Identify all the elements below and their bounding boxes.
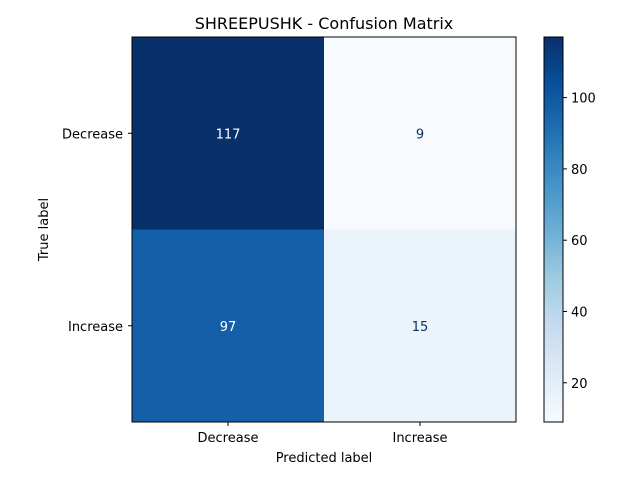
heatmap-cells: 117 9 97 15	[132, 37, 516, 422]
y-axis-label: True label	[37, 198, 52, 262]
chart-title: SHREEPUSHK - Confusion Matrix	[195, 14, 454, 33]
colorbar-tick-label: 80	[571, 163, 588, 178]
heatmap-cell	[324, 229, 516, 422]
colorbar-ticks: 20 40 60 80 100	[563, 92, 596, 392]
colorbar-tick-label: 40	[571, 305, 588, 320]
cell-value-label: 97	[220, 320, 237, 335]
heatmap-cell	[132, 229, 324, 422]
heatmap-cell	[324, 37, 516, 230]
colorbar-tick-label: 60	[571, 234, 588, 249]
heatmap-cell	[132, 37, 324, 230]
colorbar	[543, 36, 564, 423]
y-axis-ticks: Decrease Increase	[62, 127, 132, 335]
y-tick-label: Decrease	[62, 127, 123, 142]
y-tick-label: Increase	[68, 320, 123, 335]
x-axis-label: Predicted label	[276, 451, 373, 466]
colorbar-tick-label: 20	[571, 377, 588, 392]
cell-value-label: 15	[412, 320, 429, 335]
x-tick-label: Decrease	[198, 431, 259, 446]
cell-value-label: 9	[416, 127, 424, 142]
x-axis-ticks: Decrease Increase	[198, 422, 448, 446]
plot-frame	[131, 36, 517, 423]
colorbar-tick-label: 100	[571, 92, 596, 107]
cell-value-label: 117	[216, 127, 241, 142]
x-tick-label: Increase	[392, 431, 447, 446]
